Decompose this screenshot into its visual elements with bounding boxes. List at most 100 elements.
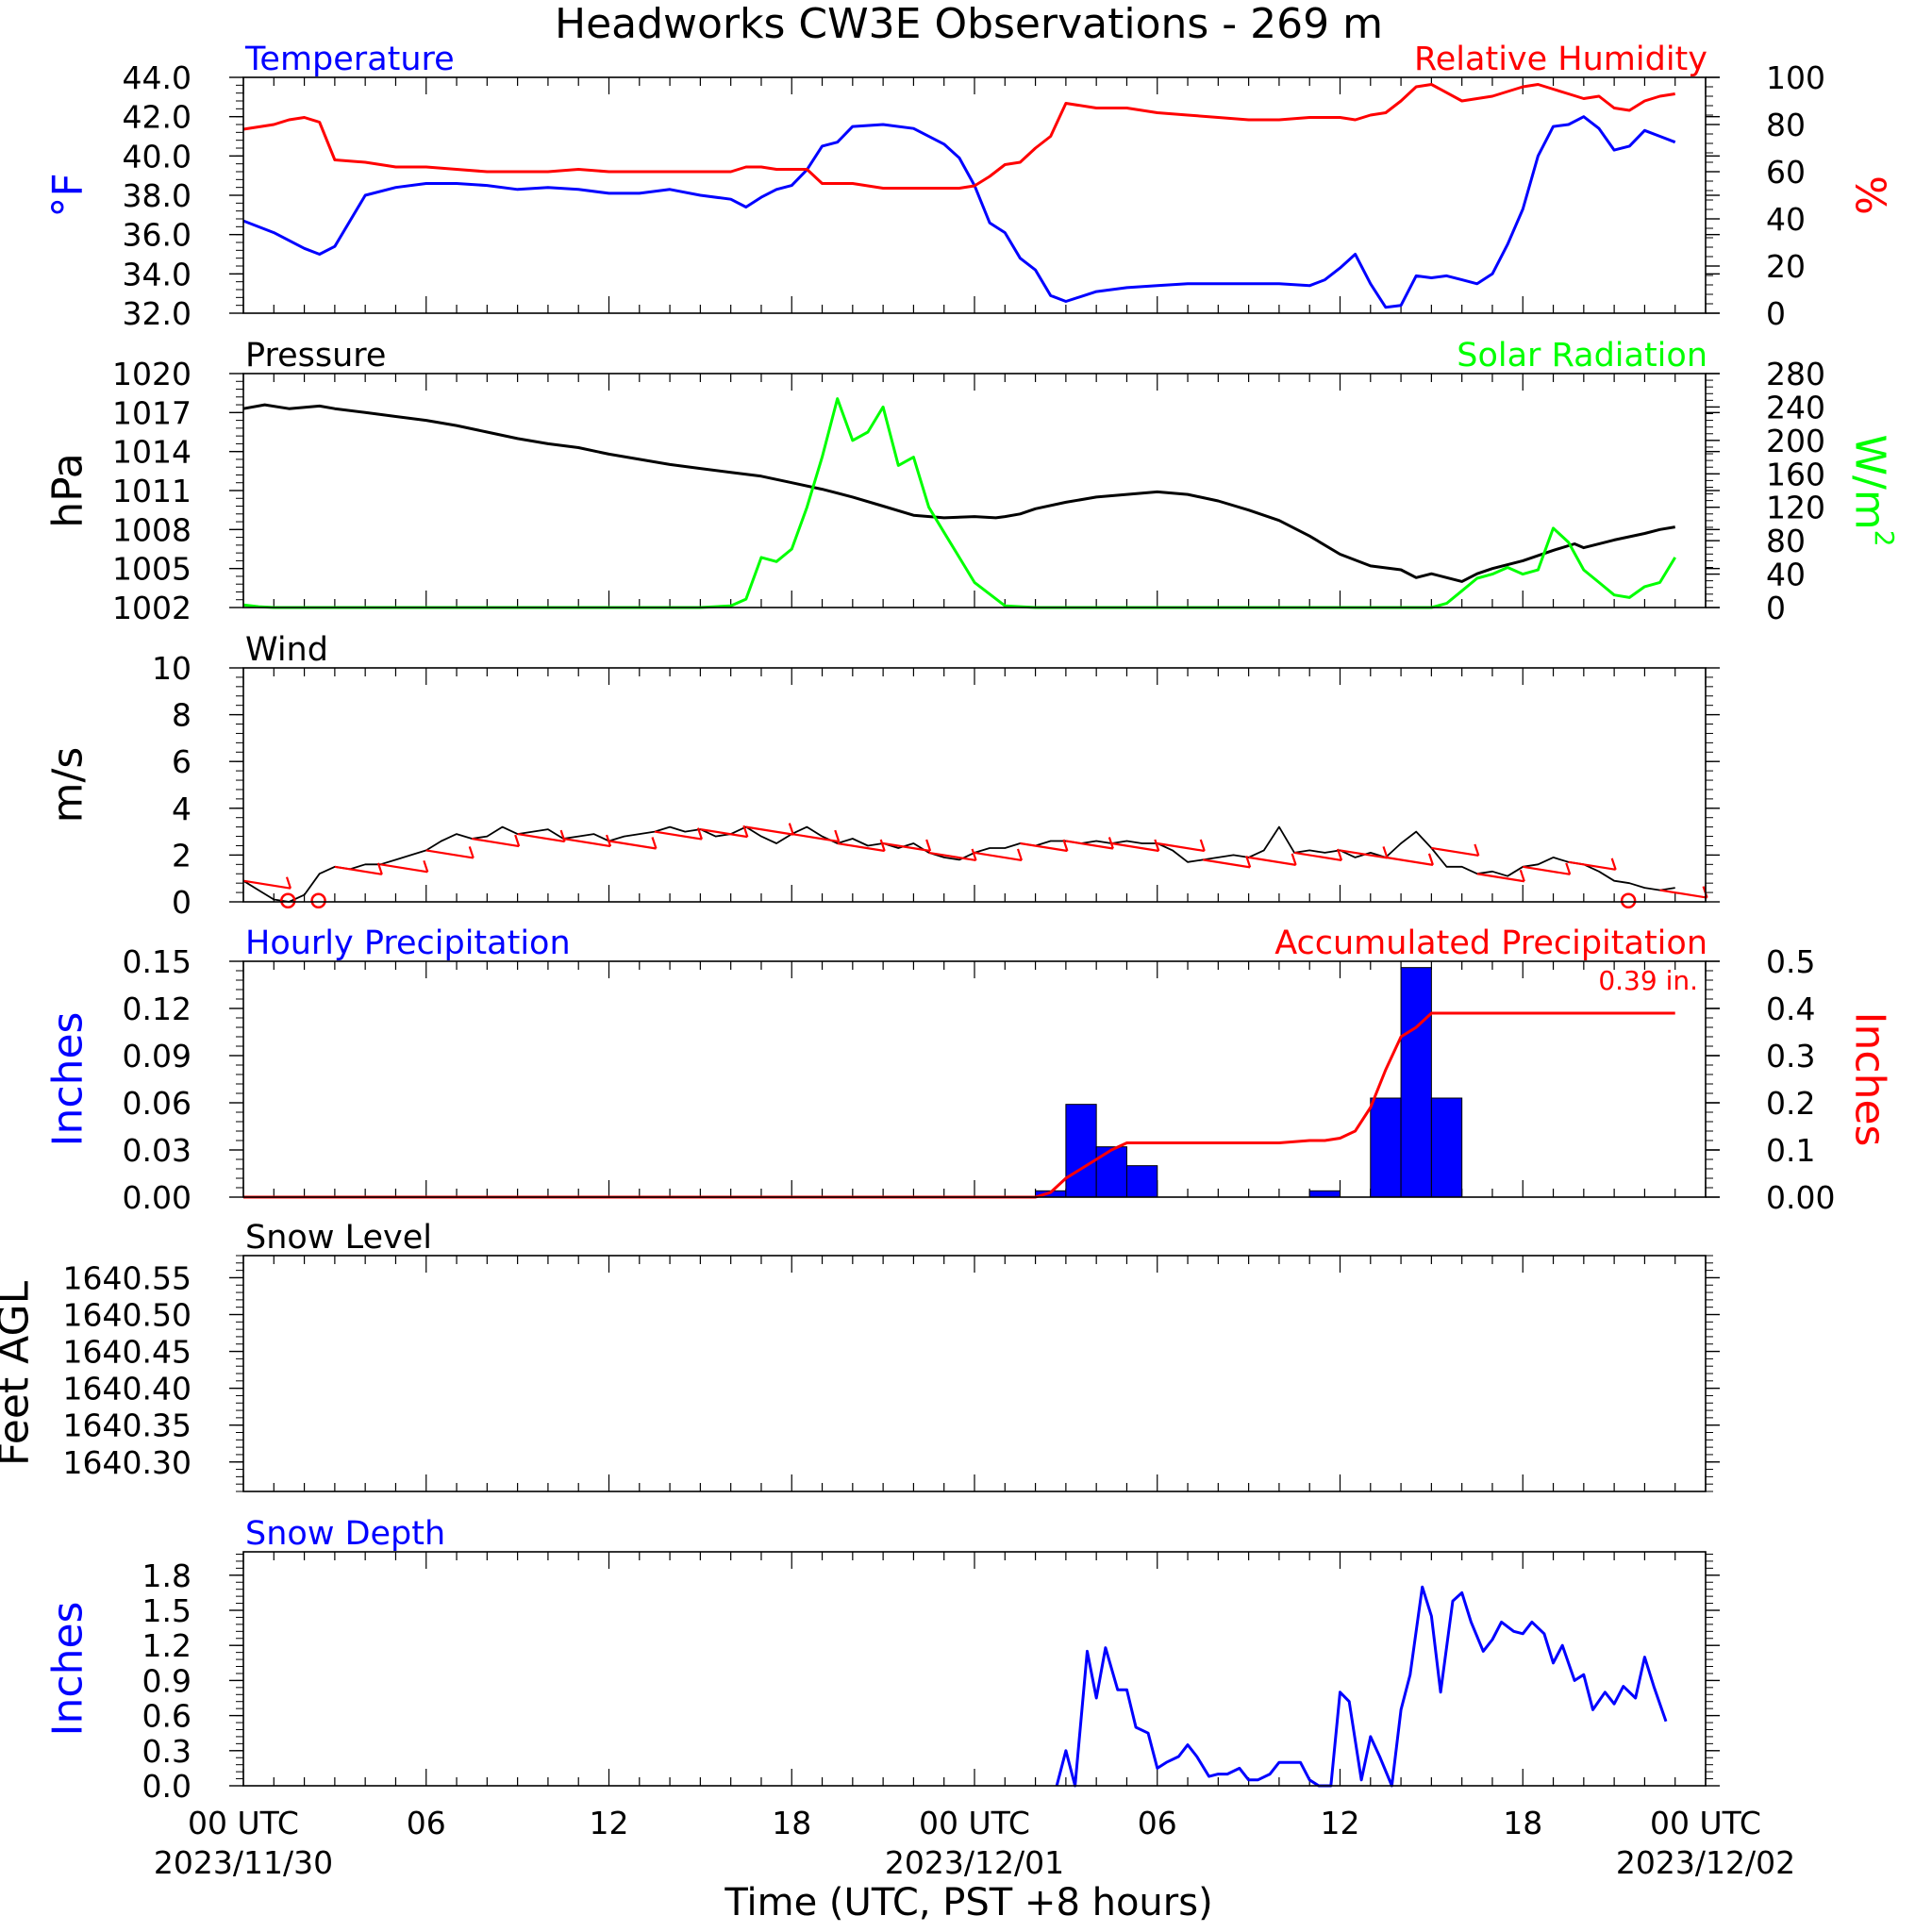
left-axis-label: Inches xyxy=(44,1012,92,1147)
left-axis-label: °F xyxy=(44,173,92,217)
time-tick-date: 2023/12/02 xyxy=(1616,1844,1795,1881)
wind-barb-flag xyxy=(1199,839,1206,852)
wind-barb-flag xyxy=(1291,853,1297,866)
series-line-snow-depth xyxy=(1055,1585,1668,1788)
calm-wind-marker xyxy=(1620,892,1637,909)
left-axis-label: hPa xyxy=(44,453,92,527)
right-tick-label: 0 xyxy=(1766,295,1786,332)
left-axis-label: Inches xyxy=(44,1602,92,1737)
left-tick-label: 2 xyxy=(172,837,192,874)
total-precip-label: 0.39 in. xyxy=(1598,965,1698,996)
left-tick-label: 1002 xyxy=(112,590,192,626)
time-axis-title: Time (UTC, PST +8 hours) xyxy=(724,1881,1212,1924)
time-tick-date: 2023/11/30 xyxy=(154,1844,333,1881)
wind-barb-flag xyxy=(1427,853,1434,866)
series-line-relative-humidity xyxy=(242,83,1675,190)
right-tick-label: 80 xyxy=(1766,107,1806,143)
left-tick-label: 1014 xyxy=(112,434,192,471)
panel-snow-depth: 0.00.30.60.91.21.51.8 Snow Depth Inches xyxy=(44,1515,1720,1805)
right-tick-label: 0.3 xyxy=(1766,1038,1815,1074)
wind-barb xyxy=(425,849,474,859)
right-axis-label: % xyxy=(1846,175,1894,215)
left-tick-label: 32.0 xyxy=(123,295,192,332)
time-tick-label: 06 xyxy=(1138,1805,1177,1841)
left-tick-label: 42.0 xyxy=(123,99,192,136)
right-tick-label: 0.4 xyxy=(1766,991,1815,1027)
wind-barb xyxy=(837,841,885,853)
wind-barb-flag xyxy=(1565,862,1572,875)
calm-wind-marker xyxy=(280,892,296,909)
time-tick-label: 00 UTC xyxy=(1650,1805,1761,1841)
left-tick-label: 8 xyxy=(172,697,192,734)
left-tick-label: 0.15 xyxy=(123,943,192,980)
time-tick-label: 06 xyxy=(407,1805,446,1841)
wind-barb xyxy=(1523,865,1571,875)
wind-barb xyxy=(1340,849,1388,859)
left-series-title: Hourly Precipitation xyxy=(245,924,571,962)
wind-barb xyxy=(1157,841,1205,853)
left-series-title: Pressure xyxy=(245,337,386,375)
left-tick-label: 1640.35 xyxy=(63,1407,192,1444)
wind-barb-flag xyxy=(925,839,932,852)
series-line-solar-radiation xyxy=(242,397,1676,609)
wind-barb xyxy=(882,841,931,853)
right-tick-label: 0.1 xyxy=(1766,1132,1815,1169)
wind-barb-flag xyxy=(423,859,429,873)
right-series-title: Relative Humidity xyxy=(1414,41,1707,78)
panel-precip: 0.00 0.03 0.06 0.09 0.12 0.15 0.00 0.1 0.2 0.3 0.4… xyxy=(44,924,1894,1216)
chart-panels: 32.034.036.038.040.042.044.0020406080100… xyxy=(0,41,1901,1805)
wind-barb xyxy=(1293,851,1342,862)
right-tick-label: 0.00 xyxy=(1766,1179,1835,1216)
wind-barb xyxy=(1659,889,1707,899)
left-tick-label: 0.3 xyxy=(142,1733,192,1770)
right-tick-label: 40 xyxy=(1766,201,1806,238)
left-tick-label: 1640.55 xyxy=(63,1259,192,1296)
left-tick-label: 1.2 xyxy=(142,1627,192,1664)
precip-bar xyxy=(1065,1104,1097,1198)
left-series-title: Wind xyxy=(245,631,328,669)
right-tick-label: 240 xyxy=(1766,389,1825,425)
wind-barb xyxy=(1248,856,1296,866)
left-tick-label: 6 xyxy=(172,743,192,780)
right-tick-label: 280 xyxy=(1766,356,1825,392)
wind-barb xyxy=(928,851,976,862)
left-axis-label: m/s xyxy=(44,747,92,824)
wind-barb-flag xyxy=(879,839,886,852)
left-tick-label: 1011 xyxy=(112,473,192,509)
left-tick-label: 0.03 xyxy=(123,1132,192,1169)
precip-bar xyxy=(1430,1097,1463,1198)
panel-temp-rh: 32.034.036.038.040.042.044.0 0 20 40 60 80 100… xyxy=(44,41,1894,332)
left-tick-label: 0 xyxy=(172,884,192,921)
series-line-wind xyxy=(242,825,1675,903)
wind-barb xyxy=(562,837,611,848)
panel-snow-level: 1640.301640.351640.401640.451640.501640.… xyxy=(0,1219,1720,1492)
right-tick-label: 0.2 xyxy=(1766,1085,1815,1122)
left-tick-label: 1640.50 xyxy=(63,1297,192,1334)
left-tick-label: 38.0 xyxy=(123,177,192,214)
time-tick-date: 2023/12/01 xyxy=(885,1844,1064,1881)
wind-barb-flag xyxy=(742,824,749,838)
wind-barb-flag xyxy=(1382,846,1389,858)
precip-bar xyxy=(1370,1097,1402,1198)
series-line-temperature xyxy=(242,115,1676,309)
wind-barb xyxy=(1020,841,1068,853)
right-tick-label: 80 xyxy=(1766,523,1806,559)
wind-barb-flag xyxy=(1154,839,1160,852)
wind-barb-flag xyxy=(651,837,658,849)
left-tick-label: 0.9 xyxy=(142,1662,192,1699)
left-tick-label: 1640.30 xyxy=(63,1444,192,1481)
left-tick-label: 0.0 xyxy=(142,1768,192,1805)
calm-wind-marker xyxy=(310,892,326,909)
left-tick-label: 0.00 xyxy=(123,1179,192,1216)
wind-barb xyxy=(1065,840,1114,850)
wind-barb xyxy=(1385,856,1434,866)
wind-barb xyxy=(745,825,793,836)
wind-barb xyxy=(654,830,703,841)
left-tick-label: 0.12 xyxy=(123,991,192,1027)
time-tick-label: 18 xyxy=(772,1805,811,1841)
time-tick-label: 12 xyxy=(590,1805,629,1841)
wind-barb xyxy=(1476,873,1524,883)
plot-frame xyxy=(242,667,1707,903)
